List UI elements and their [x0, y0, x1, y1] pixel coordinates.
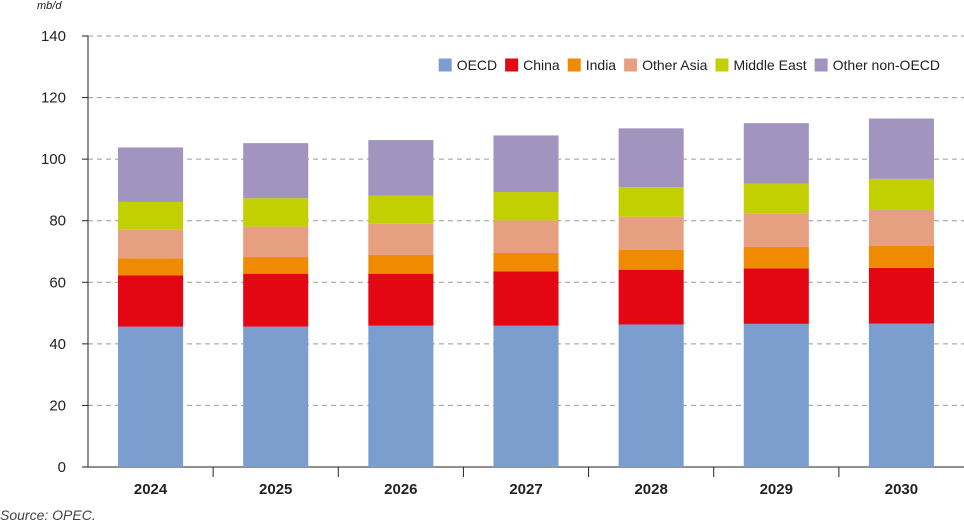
bar-segment-middle-east	[368, 195, 434, 224]
legend-swatch	[567, 58, 581, 72]
bar-segment-india	[868, 245, 934, 268]
bar-segment-india	[118, 258, 184, 276]
legend-label: China	[523, 57, 560, 73]
bar-segment-other-asia	[618, 216, 684, 250]
legend-swatch	[624, 58, 638, 72]
bar-segment-oecd	[868, 323, 934, 467]
bar-segment-middle-east	[618, 187, 684, 217]
bar-segment-china	[368, 273, 434, 326]
bar-segment-china	[243, 273, 309, 327]
unit-label: mb/d	[37, 0, 62, 12]
bar-segment-india	[243, 257, 309, 274]
x-tick-label: 2026	[384, 481, 417, 498]
bar-segment-china	[118, 275, 184, 327]
y-tick-label: 60	[49, 274, 66, 291]
legend-swatch	[438, 58, 452, 72]
y-tick-label: 120	[41, 90, 66, 107]
bar-segment-other-non-oecd	[743, 123, 809, 184]
bar-segment-other-non-oecd	[368, 140, 434, 196]
bar-segment-other-non-oecd	[868, 118, 934, 179]
y-tick-label: 0	[58, 459, 66, 476]
bar-segment-other-asia	[118, 229, 184, 259]
x-tick-label: 2024	[134, 481, 168, 498]
bar-segment-oecd	[743, 323, 809, 467]
legend-swatch	[814, 58, 828, 72]
legend-label: Other Asia	[642, 57, 708, 73]
bar-segment-oecd	[118, 326, 184, 467]
bar-segment-other-non-oecd	[118, 147, 184, 202]
y-tick-label: 20	[49, 397, 66, 414]
bar-segment-other-asia	[868, 209, 934, 246]
bar-segment-oecd	[493, 325, 559, 467]
bar-segment-china	[743, 268, 809, 324]
legend-label: OECD	[457, 57, 497, 73]
bar-segment-other-non-oecd	[243, 143, 309, 199]
x-tick-label: 2029	[760, 481, 793, 498]
bar-segment-india	[368, 254, 434, 274]
legend-swatch	[505, 58, 519, 72]
y-tick-label: 80	[49, 213, 66, 230]
x-tick-label: 2030	[885, 481, 918, 498]
bar-segment-india	[618, 249, 684, 270]
bar-segment-other-asia	[368, 223, 434, 255]
legend-label: Middle East	[733, 57, 806, 73]
bar-segment-india	[743, 246, 809, 269]
bar-segment-middle-east	[743, 183, 809, 214]
y-tick-label: 40	[49, 336, 66, 353]
bar-segment-china	[493, 271, 559, 326]
bar-segment-china	[868, 267, 934, 324]
bar-segment-other-asia	[743, 213, 809, 247]
legend-label: Other non-OECD	[833, 57, 940, 73]
x-tick-label: 2025	[259, 481, 292, 498]
bar-segment-india	[493, 253, 559, 272]
legend-swatch	[715, 58, 729, 72]
x-tick-label: 2028	[634, 481, 667, 498]
bar-segment-middle-east	[868, 178, 934, 210]
bar-segment-china	[618, 269, 684, 325]
y-tick-label: 100	[41, 151, 66, 168]
source-label: Source: OPEC.	[0, 507, 96, 523]
bar-segment-oecd	[243, 326, 309, 467]
bar-segment-other-asia	[243, 226, 309, 258]
bar-segment-middle-east	[118, 201, 184, 230]
legend-label: India	[586, 57, 617, 73]
x-tick-label: 2027	[509, 481, 542, 498]
bar-segment-other-asia	[493, 220, 559, 254]
bar-segment-oecd	[368, 325, 434, 467]
bar-segment-other-non-oecd	[493, 135, 559, 193]
bar-segment-oecd	[618, 324, 684, 467]
bar-segment-other-non-oecd	[618, 128, 684, 188]
y-tick-label: 140	[41, 28, 66, 45]
bar-segment-middle-east	[243, 198, 309, 227]
bar-segment-middle-east	[493, 192, 559, 221]
